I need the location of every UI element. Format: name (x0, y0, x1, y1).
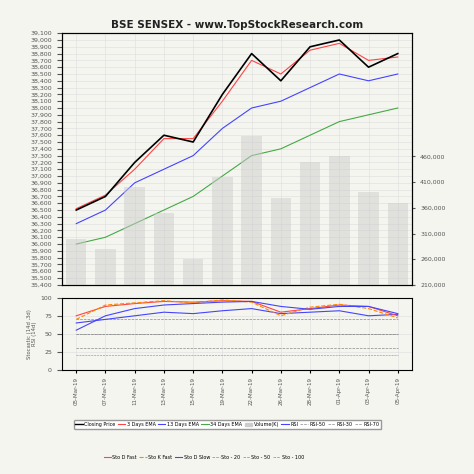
Bar (125, 187, 145, 393)
Title: BSE SENSEX - www.TopStockResearch.com: BSE SENSEX - www.TopStockResearch.com (111, 19, 363, 29)
Bar (271, 198, 291, 393)
Legend: Closing Price, 3 Days EMA, 13 Days EMA, 34 Days EMA, Volume(K), RSI, RSI-50, RSI: Closing Price, 3 Days EMA, 13 Days EMA, … (73, 420, 382, 429)
Bar (388, 203, 408, 393)
Bar (358, 192, 379, 393)
Bar (183, 259, 203, 393)
Bar (241, 136, 262, 393)
Bar (66, 238, 86, 393)
Bar (95, 249, 116, 393)
Bar (329, 156, 349, 393)
Bar (154, 213, 174, 393)
Bar (300, 162, 320, 393)
Bar (212, 177, 233, 393)
Y-axis label: Stocastic (14d ,3d)
RSI (14d): Stocastic (14d ,3d) RSI (14d) (27, 309, 37, 359)
Legend: Sto D Fast, Sto K Fast, Sto D Slow, Sto - 20, Sto - 50, Sto - 100: Sto D Fast, Sto K Fast, Sto D Slow, Sto … (102, 453, 306, 462)
